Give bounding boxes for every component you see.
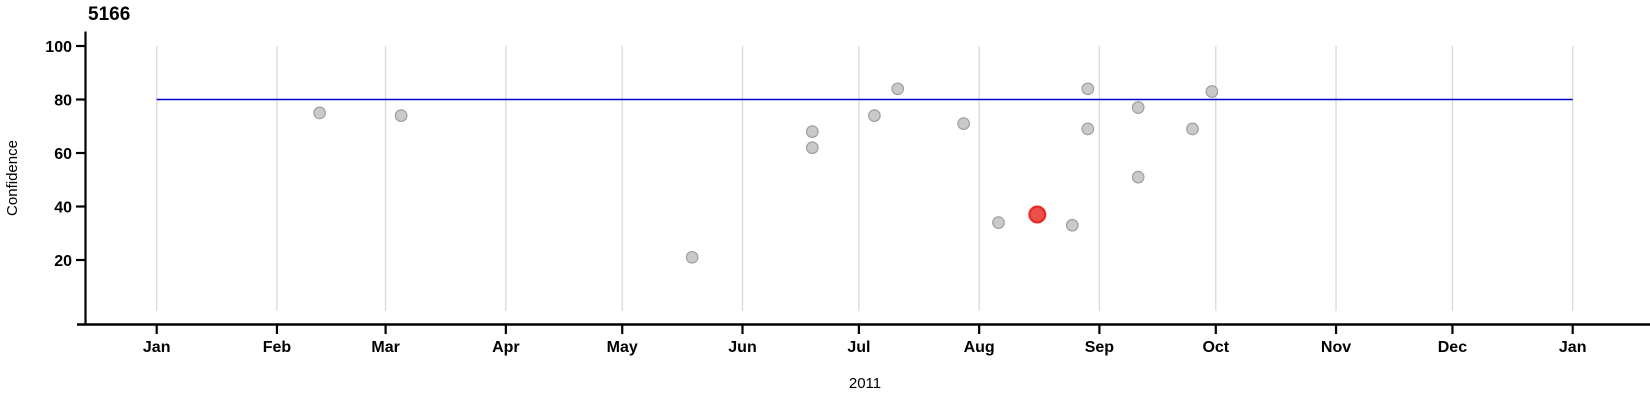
x-tick-label: Jun <box>728 339 756 356</box>
data-point[interactable] <box>957 117 970 130</box>
data-points <box>313 82 1219 264</box>
y-tick-label: 100 <box>45 39 72 56</box>
gridlines <box>156 46 1574 311</box>
data-point[interactable] <box>313 106 326 120</box>
x-tick-label: Dec <box>1438 339 1467 356</box>
data-point[interactable] <box>1081 82 1095 96</box>
axes <box>76 31 1650 334</box>
data-point[interactable] <box>394 109 408 122</box>
chart-title: 5166 <box>88 4 130 25</box>
y-tick-label: 40 <box>54 200 72 217</box>
x-tick-label: Feb <box>263 339 292 356</box>
x-tick-label: Nov <box>1321 339 1351 356</box>
x-tick-label: Sep <box>1085 339 1115 356</box>
x-tick-label: Apr <box>492 339 520 356</box>
highlighted-data-point[interactable] <box>1028 205 1047 224</box>
data-point[interactable] <box>1186 122 1199 136</box>
tick-labels: Jan Feb Mar Apr May Jun Jul Aug Sep Oct Nov Dec Jan 2… <box>45 39 1586 356</box>
data-point[interactable] <box>805 125 819 138</box>
data-point[interactable] <box>992 216 1005 229</box>
y-tick-label: 80 <box>54 93 72 110</box>
x-tick-label: Jan <box>1559 339 1587 356</box>
data-point[interactable] <box>868 109 881 122</box>
data-point[interactable] <box>1065 218 1079 232</box>
x-tick-label: Jul <box>847 339 870 356</box>
data-point[interactable] <box>1131 170 1145 184</box>
data-point[interactable] <box>685 250 699 264</box>
y-tick-label: 60 <box>54 146 72 163</box>
data-point[interactable] <box>891 82 905 96</box>
data-point[interactable] <box>1205 85 1219 98</box>
x-tick-label: Mar <box>371 339 399 356</box>
data-point[interactable] <box>1131 101 1145 114</box>
y-tick-label: 20 <box>54 253 72 270</box>
x-tick-label: Aug <box>964 339 995 356</box>
x-tick-label: Oct <box>1202 339 1229 356</box>
data-point[interactable] <box>1081 122 1095 136</box>
y-axis-label: Confidence <box>4 140 21 216</box>
data-point[interactable] <box>805 141 819 155</box>
x-tick-label: Jan <box>143 339 171 356</box>
x-tick-label: May <box>607 339 638 356</box>
x-axis-year-label: 2011 <box>849 375 881 392</box>
